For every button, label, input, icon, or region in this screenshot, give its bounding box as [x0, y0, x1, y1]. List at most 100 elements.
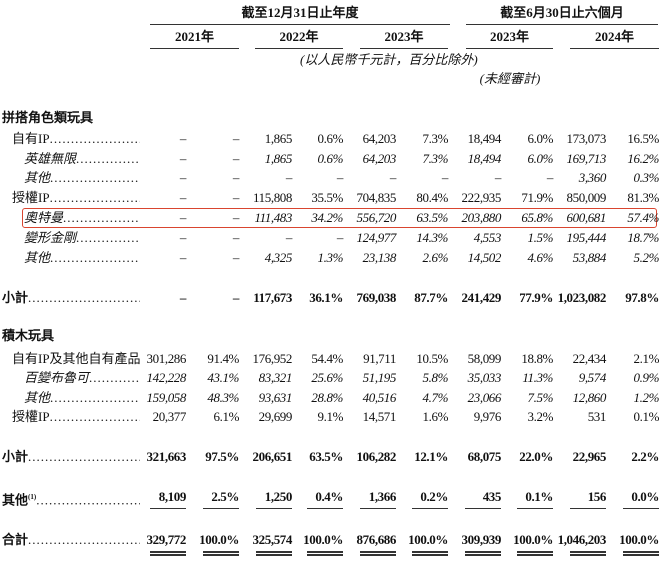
amount-cell: 206,651 — [252, 449, 293, 464]
percent-cell: 91.4% — [207, 351, 239, 366]
dot-leader: ........................................ — [28, 449, 140, 464]
percent-cell: 43.1% — [207, 370, 239, 385]
percent-cell: 0.3% — [633, 170, 660, 185]
percent-cell: 0.9% — [633, 370, 660, 385]
percent-cell: 4.6% — [527, 250, 554, 265]
amount-cell: 173,073 — [566, 131, 607, 146]
amount-cell: 325,574 — [252, 532, 293, 547]
amount-cell: – — [389, 170, 397, 185]
percent-cell: – — [232, 290, 240, 305]
amount-cell: 156 — [587, 489, 607, 504]
percent-cell: 2.6% — [422, 250, 449, 265]
year-header: 2021年 — [174, 29, 214, 44]
percent-cell: 16.2% — [627, 151, 659, 166]
percent-cell: 4.7% — [422, 390, 449, 405]
year-header: 2022年 — [279, 29, 319, 44]
row-label-text: 其他 — [24, 390, 51, 405]
percent-cell: 80.4% — [416, 190, 448, 205]
row-label-text: 積木玩具 — [2, 328, 55, 343]
row-label: 其他......................................… — [24, 250, 140, 266]
percent-cell: 7.3% — [422, 151, 449, 166]
amount-cell: 18,494 — [467, 151, 502, 166]
percent-cell: 14.3% — [416, 230, 448, 245]
year-rule — [360, 48, 448, 49]
dot-leader: ........................................ — [89, 370, 140, 385]
single-underline — [360, 508, 396, 509]
amount-cell: 1,250 — [264, 489, 293, 504]
amount-cell: 435 — [482, 489, 502, 504]
percent-cell: – — [232, 151, 240, 166]
percent-cell: 63.5% — [309, 449, 343, 464]
dot-leader: ........................................ — [50, 250, 140, 265]
amount-cell: 321,663 — [146, 449, 187, 464]
year-rule — [150, 48, 239, 49]
amount-cell: 531 — [587, 409, 607, 424]
amount-cell: 83,321 — [258, 370, 293, 385]
amount-cell: 91,711 — [363, 351, 396, 366]
percent-cell: – — [232, 170, 240, 185]
percent-cell: 6.0% — [527, 131, 554, 146]
percent-cell: 63.5% — [416, 210, 448, 225]
dot-leader: ........................................ — [49, 409, 140, 424]
row-label-text: 其他 — [24, 250, 51, 265]
double-underline — [256, 551, 292, 553]
year-rule — [570, 48, 659, 49]
amount-cell: 93,631 — [258, 390, 293, 405]
double-underline — [570, 554, 606, 556]
amount-cell: 329,772 — [146, 532, 187, 547]
percent-cell: 2.5% — [211, 489, 239, 504]
single-underline — [412, 508, 448, 509]
percent-cell: 7.5% — [527, 390, 554, 405]
dot-leader: ........................................ — [50, 170, 140, 185]
percent-cell: 0.1% — [633, 409, 660, 424]
percent-cell: 71.9% — [521, 190, 553, 205]
year-rule — [255, 48, 343, 49]
amount-cell: 53,884 — [572, 250, 607, 265]
percent-cell: 12.1% — [414, 449, 448, 464]
footnote-marker: (1) — [28, 493, 37, 501]
amount-cell: 29,699 — [258, 409, 293, 424]
amount-cell: 20,377 — [152, 409, 187, 424]
amount-cell: 876,686 — [356, 532, 397, 547]
amount-cell: – — [179, 290, 187, 305]
percent-cell: 100.0% — [513, 532, 553, 547]
row-label-text: 奧特曼 — [24, 210, 64, 225]
amount-cell: 124,977 — [356, 230, 397, 245]
double-underline — [412, 554, 448, 556]
percent-cell: 100.0% — [199, 532, 239, 547]
percent-cell: – — [546, 170, 554, 185]
percent-cell: 0.2% — [420, 489, 448, 504]
amount-cell: 169,713 — [566, 151, 607, 166]
highlight-box — [22, 208, 657, 228]
double-underline — [570, 551, 606, 553]
percent-cell: 100.0% — [408, 532, 448, 547]
row-label: 英雄無限....................................… — [24, 151, 140, 167]
amount-cell: 51,195 — [362, 370, 397, 385]
row-label-text: 自有IP — [12, 131, 50, 146]
row-label: 奧特曼.....................................… — [24, 210, 140, 226]
percent-cell: – — [336, 230, 344, 245]
percent-cell: 1.2% — [633, 390, 660, 405]
amount-cell: 142,228 — [146, 370, 187, 385]
amount-cell: 22,965 — [572, 449, 607, 464]
percent-cell: 1.6% — [422, 409, 449, 424]
amount-cell: 850,009 — [566, 190, 607, 205]
amount-cell: – — [179, 230, 187, 245]
percent-cell: 18.7% — [627, 230, 659, 245]
row-label: 合計......................................… — [2, 532, 140, 548]
dot-leader: ........................................ — [36, 492, 140, 508]
percent-cell: 16.5% — [627, 131, 659, 146]
amount-cell: – — [285, 230, 293, 245]
amount-cell: 309,939 — [461, 532, 502, 547]
amount-cell: 40,516 — [362, 390, 397, 405]
amount-cell: 769,038 — [356, 290, 397, 305]
percent-cell: 2.1% — [633, 351, 660, 366]
amount-cell: 195,444 — [566, 230, 607, 245]
percent-cell: 22.0% — [519, 449, 553, 464]
row-label: 其他......................................… — [24, 390, 140, 406]
amount-cell: 35,033 — [467, 370, 502, 385]
amount-cell: 1,865 — [264, 131, 293, 146]
amount-cell: 111,483 — [254, 210, 292, 225]
percent-cell: 11.3% — [522, 370, 553, 385]
percent-cell: 7.3% — [422, 131, 449, 146]
